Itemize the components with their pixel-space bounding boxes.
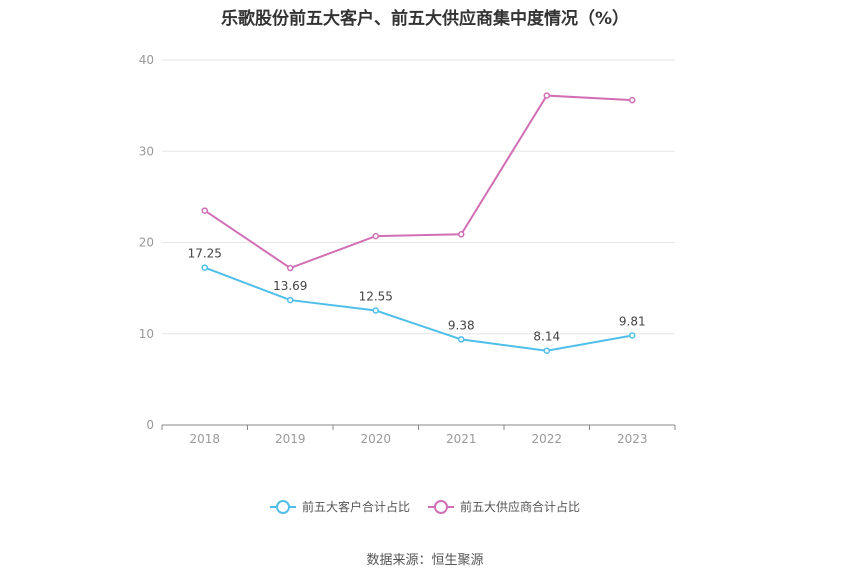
data-point	[201, 207, 208, 214]
data-point	[201, 264, 208, 271]
y-tick-label: 30	[139, 144, 154, 158]
data-point	[543, 92, 550, 99]
x-tick-label: 2022	[531, 432, 562, 446]
x-tick-label: 2023	[617, 432, 648, 446]
series-line-1	[204, 94, 633, 270]
data-point	[287, 296, 294, 304]
data-label: 8.14	[533, 330, 560, 344]
chart-title: 乐歌股份前五大客户、前五大供应商集中度情况（%）	[220, 9, 630, 29]
data-label: 17.25	[188, 247, 222, 261]
data-labels: 17.25 13.69 12.55 9.38 8.14 9.81	[188, 247, 646, 344]
data-label: 9.81	[619, 314, 646, 328]
data-point	[287, 264, 294, 272]
data-label: 13.69	[273, 279, 307, 293]
data-point	[458, 336, 465, 343]
y-tick-label: 10	[139, 327, 154, 341]
legend-label-customers: 前五大客户合计占比	[301, 500, 410, 514]
x-tick-label: 2020	[360, 432, 391, 446]
data-point	[543, 347, 550, 354]
x-tick-label: 2021	[446, 432, 477, 446]
y-tick-label: 0	[146, 418, 154, 432]
grid-lines	[162, 59, 675, 335]
data-point	[629, 96, 636, 104]
legend: 前五大客户合计占比 前五大供应商合计占比	[0, 498, 850, 515]
series-line-0	[204, 266, 633, 352]
y-tick-label: 20	[139, 236, 154, 250]
y-axis: 0 10 20 30 40	[139, 53, 154, 432]
data-point	[458, 231, 465, 238]
legend-marker-suppliers	[428, 499, 454, 514]
legend-item-customers[interactable]: 前五大客户合计占比	[269, 498, 410, 515]
data-point	[629, 332, 636, 339]
legend-item-suppliers[interactable]: 前五大供应商合计占比	[428, 498, 580, 515]
data-point	[372, 307, 379, 314]
data-label: 9.38	[448, 318, 475, 332]
series-layer	[201, 92, 636, 354]
x-tick-label: 2019	[275, 432, 306, 446]
data-source: 数据来源：恒生聚源	[366, 553, 484, 568]
y-tick-label: 40	[139, 53, 154, 67]
legend-label-suppliers: 前五大供应商合计占比	[460, 500, 581, 514]
data-point	[372, 232, 379, 240]
x-axis: 2018 2019 2020 2021 2022 2023	[161, 424, 676, 446]
legend-marker-customers	[269, 499, 296, 514]
data-label: 12.55	[359, 289, 393, 303]
x-tick-label: 2018	[189, 432, 220, 446]
